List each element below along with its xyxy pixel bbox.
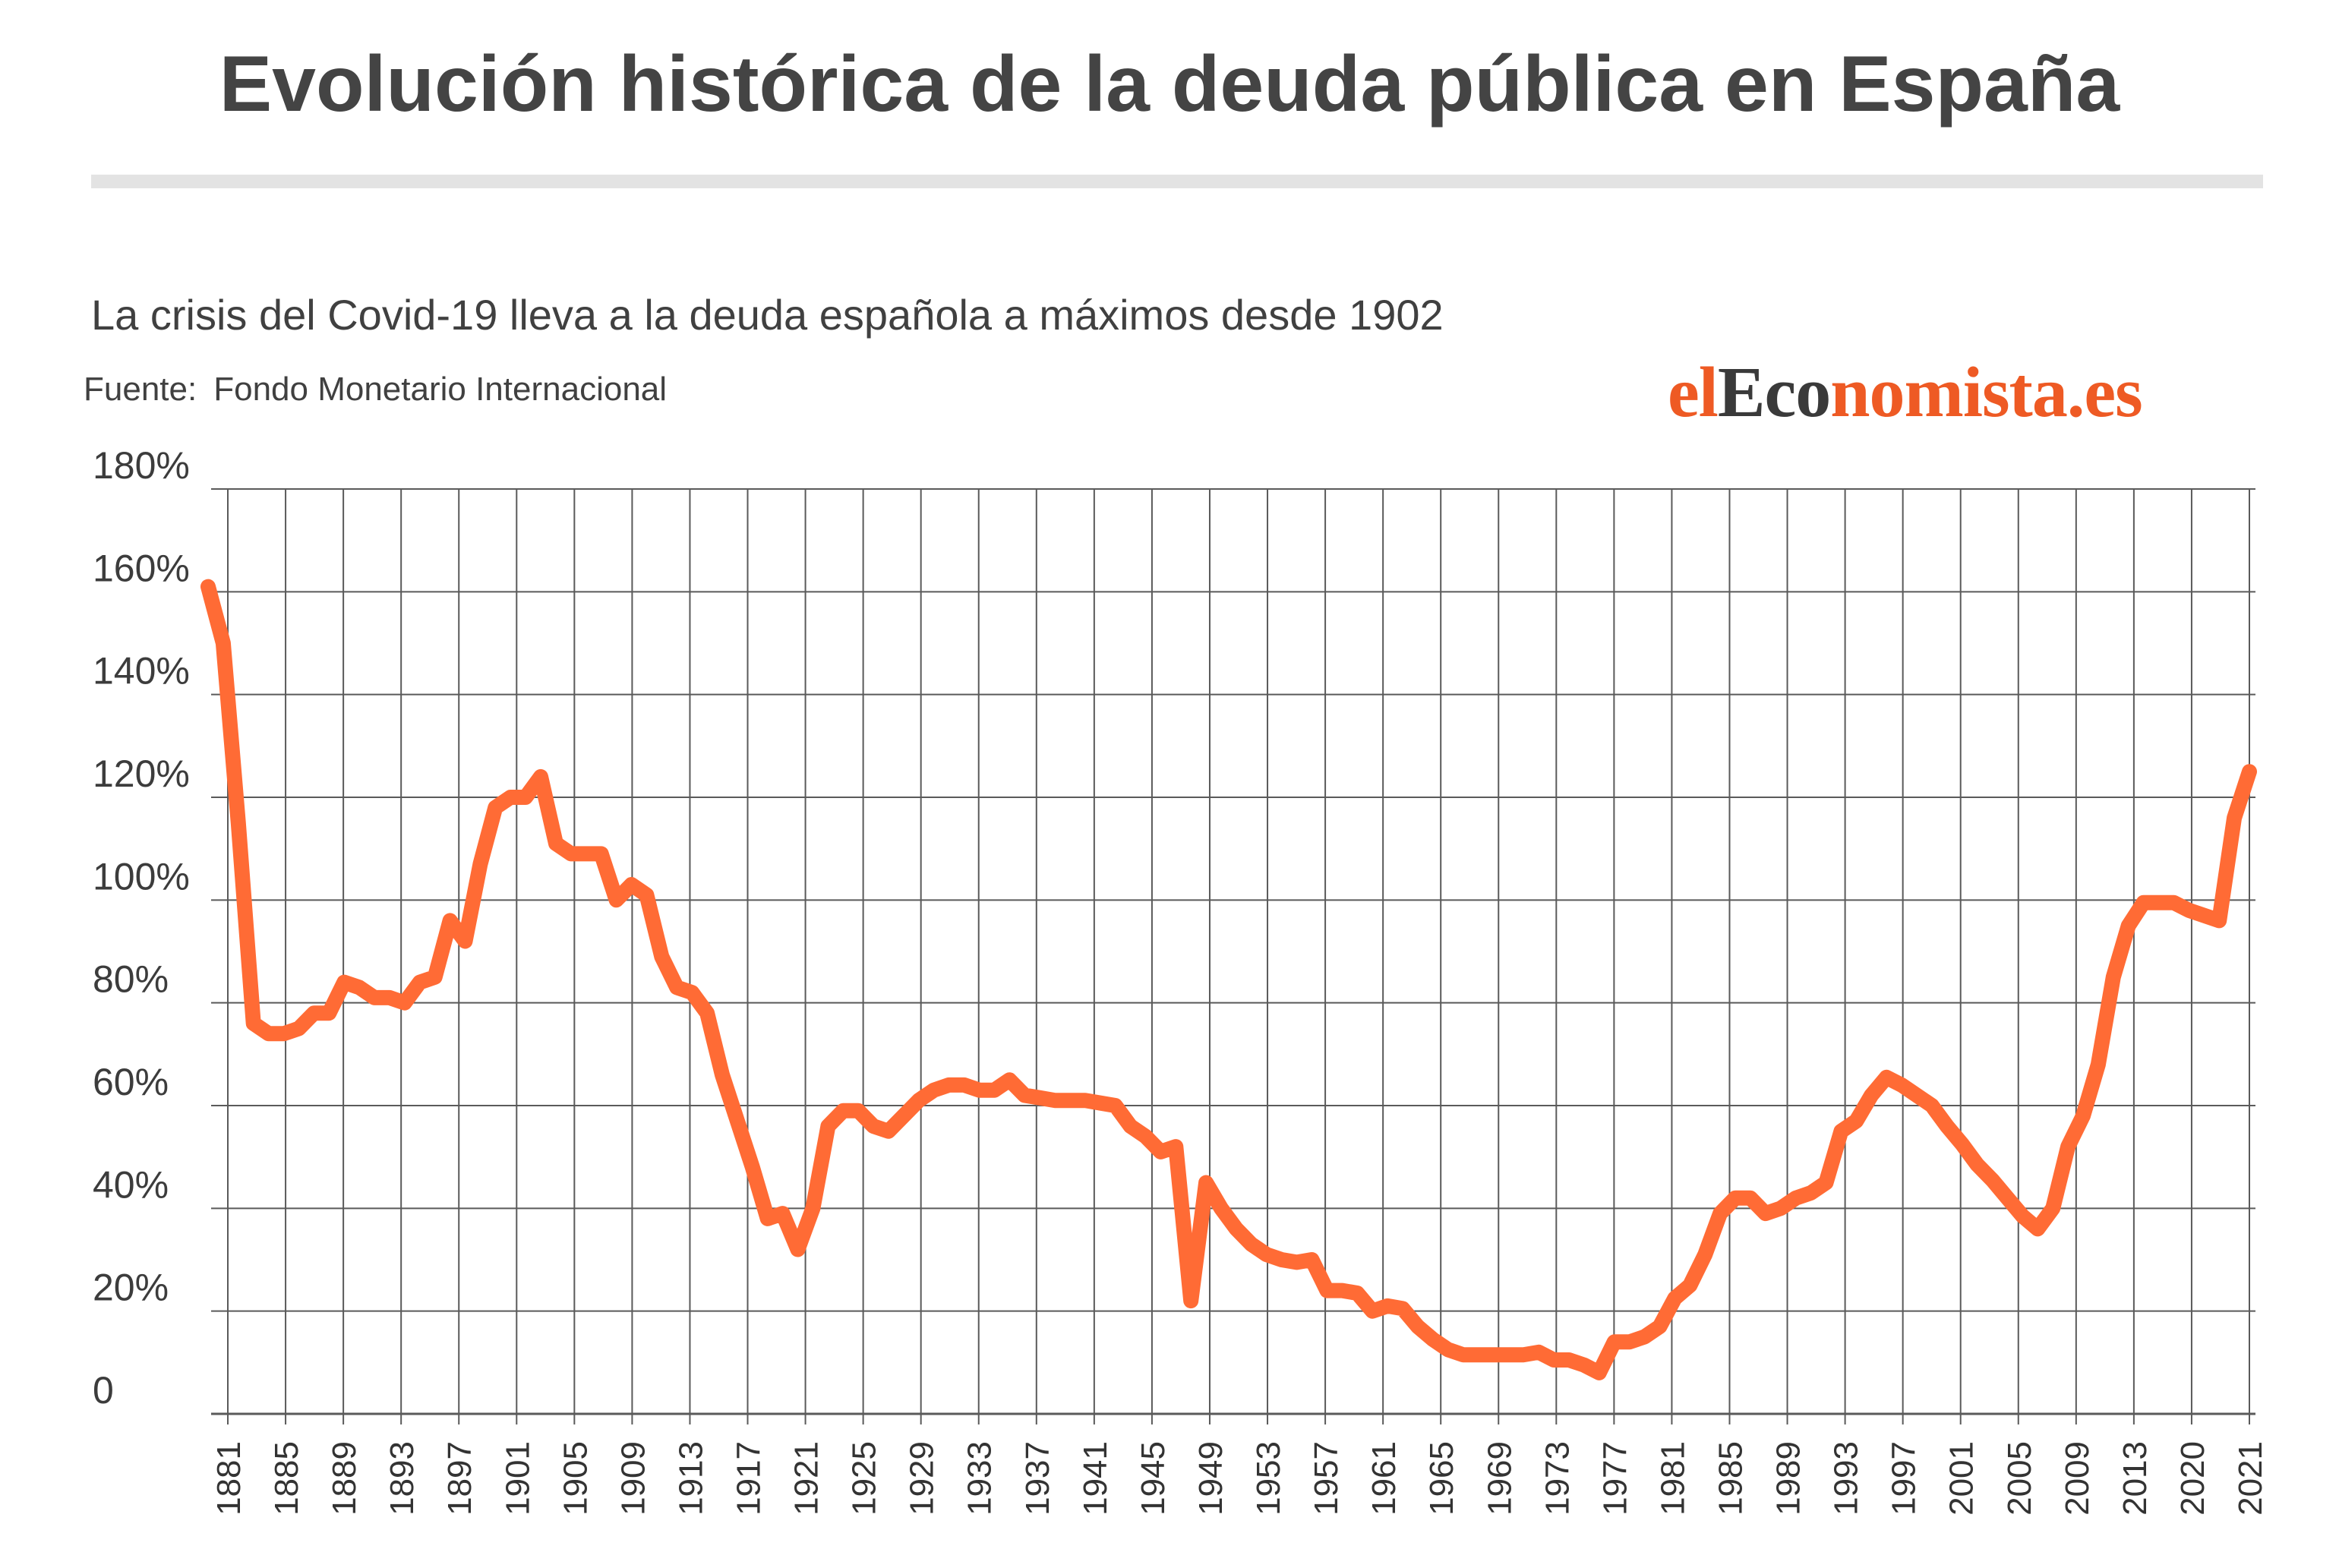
x-axis-tick-labels: 1881 1885 1889 1893 1897 1901 1905 1909 1913 1917… (210, 1441, 2269, 1516)
x-tick-label: 1897 (441, 1441, 478, 1516)
x-tick-label: 2009 (2059, 1441, 2096, 1516)
y-tick-label: 0 (93, 1369, 114, 1412)
source-note: Fuente: Fondo Monetario Internacional (84, 371, 667, 409)
x-tick-label: 1957 (1308, 1441, 1345, 1516)
chart-subtitle: La crisis del Covid-19 lleva a la deuda … (91, 291, 1444, 339)
x-tick-label: 1961 (1365, 1441, 1403, 1516)
y-tick-label: 40% (93, 1163, 169, 1206)
x-tick-label: 1997 (1886, 1441, 1923, 1516)
horizontal-gridlines (211, 488, 2255, 1415)
x-tick-label: 1909 (614, 1441, 652, 1516)
source-label: Fuente: (84, 371, 197, 408)
x-tick-label: 1905 (557, 1441, 594, 1516)
y-tick-label: 20% (93, 1267, 169, 1309)
x-tick-label: 2020 (2174, 1441, 2211, 1516)
x-tick-label: 1949 (1192, 1441, 1229, 1516)
y-tick-label: 80% (93, 958, 169, 1001)
y-tick-label: 180% (93, 444, 190, 487)
x-tick-label: 1977 (1596, 1441, 1634, 1516)
page-title: Evolución histórica de la deuda pública … (219, 40, 2120, 128)
x-tick-label: 1925 (846, 1441, 883, 1516)
x-tick-label: 1981 (1654, 1441, 1691, 1516)
y-tick-label: 120% (93, 752, 190, 795)
x-tick-label: 2001 (1943, 1441, 1981, 1516)
x-tick-label: 1885 (268, 1441, 305, 1516)
x-tick-label: 1917 (731, 1441, 768, 1516)
x-tick-label: 1921 (788, 1441, 825, 1516)
x-tick-label: 1993 (1828, 1441, 1865, 1516)
x-tick-label: 1973 (1539, 1441, 1576, 1516)
x-tick-label: 1945 (1135, 1441, 1172, 1516)
x-tick-label: 2013 (2116, 1441, 2154, 1516)
x-tick-label: 1913 (672, 1441, 709, 1516)
title-divider (91, 175, 2263, 188)
x-tick-label: 1893 (384, 1441, 421, 1516)
debt-line (200, 579, 2257, 1380)
x-tick-label: 1901 (499, 1441, 536, 1516)
vertical-gridlines (227, 489, 2250, 1424)
x-tick-label: 1937 (1019, 1441, 1056, 1516)
x-tick-label: 1965 (1423, 1441, 1460, 1516)
y-tick-label: 100% (93, 855, 190, 898)
y-tick-label: 140% (93, 650, 190, 693)
x-tick-label: 2005 (2001, 1441, 2038, 1516)
x-tick-label: 1989 (1770, 1441, 1807, 1516)
x-tick-label: 1933 (961, 1441, 999, 1516)
x-tick-label: 2021 (2232, 1441, 2269, 1516)
eleconomista-logo: elEconomista.es (1668, 353, 2143, 432)
x-tick-label: 1889 (326, 1441, 363, 1516)
debt-series (200, 579, 2257, 1380)
y-tick-label: 60% (93, 1061, 169, 1103)
x-tick-label: 1953 (1250, 1441, 1287, 1516)
x-tick-label: 1941 (1077, 1441, 1114, 1516)
y-axis-tick-labels: 0 20% 40% 60% 80% 100% 120% 140% 160% 180% (93, 444, 190, 1412)
source-name: Fondo Monetario Internacional (213, 371, 668, 408)
x-tick-label: 1985 (1712, 1441, 1749, 1516)
y-tick-label: 160% (93, 547, 190, 589)
x-tick-label: 1969 (1481, 1441, 1518, 1516)
x-tick-label: 1929 (904, 1441, 941, 1516)
x-tick-label: 1881 (210, 1441, 248, 1516)
